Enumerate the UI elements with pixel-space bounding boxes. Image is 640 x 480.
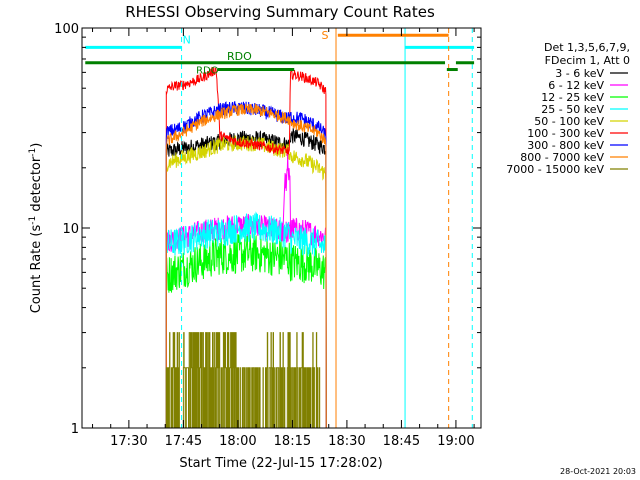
series-100-300-kev xyxy=(165,66,327,429)
data-layer xyxy=(165,66,327,429)
x-tick-label-1: 17:45 xyxy=(165,434,202,449)
legend-header-1: FDecim 1, Att 0 xyxy=(545,54,630,67)
series-spike xyxy=(281,153,293,242)
x-tick-label-4: 18:30 xyxy=(328,434,365,449)
legend-label-0: 3 - 6 keV xyxy=(555,67,604,80)
y-tick-label-2: 1 xyxy=(71,422,79,437)
rdo-label: RDO xyxy=(227,50,252,63)
series-25-50-kev xyxy=(165,211,327,429)
night-label: N xyxy=(183,33,191,46)
overlay-layer: N S RDO RDO xyxy=(85,28,475,428)
y-axis-label: Count Rate (s-1 detector-1) xyxy=(28,143,44,314)
rdo-step-label: RDO xyxy=(196,66,219,77)
legend-label-1: 6 - 12 keV xyxy=(548,79,604,92)
y-tick-label-1: 10 xyxy=(62,222,79,237)
legend-label-2: 12 - 25 keV xyxy=(541,91,604,104)
series-7000-15000-kev xyxy=(165,332,321,429)
legend-header-0: Det 1,3,5,6,7,9, xyxy=(544,41,630,54)
x-tick-label-0: 17:30 xyxy=(110,434,147,449)
axis-layer: 17:30 17:45 18:00 18:15 18:30 18:45 19:00 100 10… xyxy=(54,22,481,449)
legend-label-7: 800 - 7000 keV xyxy=(520,151,604,164)
chart-title: RHESSI Observing Summary Count Rates xyxy=(125,3,435,21)
footer-timestamp: 28-Oct-2021 20:03 xyxy=(560,467,636,476)
series-50-100-kev xyxy=(165,134,327,429)
x-tick-label-2: 18:00 xyxy=(219,434,256,449)
series-12-25-kev xyxy=(165,233,327,429)
saa-label: S xyxy=(321,29,328,42)
legend-label-6: 300 - 800 keV xyxy=(527,139,604,152)
y-tick-label-0: 100 xyxy=(54,22,79,37)
legend-label-3: 25 - 50 keV xyxy=(541,103,604,116)
x-tick-label-3: 18:15 xyxy=(274,434,311,449)
legend-label-8: 7000 - 15000 keV xyxy=(506,163,604,176)
x-tick-label-5: 18:45 xyxy=(383,434,420,449)
legend: Det 1,3,5,6,7,9,FDecim 1, Att 03 - 6 keV… xyxy=(506,41,630,176)
series-800-7000-kev xyxy=(165,103,327,429)
x-tick-label-6: 19:00 xyxy=(437,434,474,449)
legend-label-4: 50 - 100 keV xyxy=(534,115,604,128)
x-axis-label: Start Time (22-Jul-15 17:28:02) xyxy=(179,456,382,471)
legend-label-5: 100 - 300 keV xyxy=(527,127,604,140)
